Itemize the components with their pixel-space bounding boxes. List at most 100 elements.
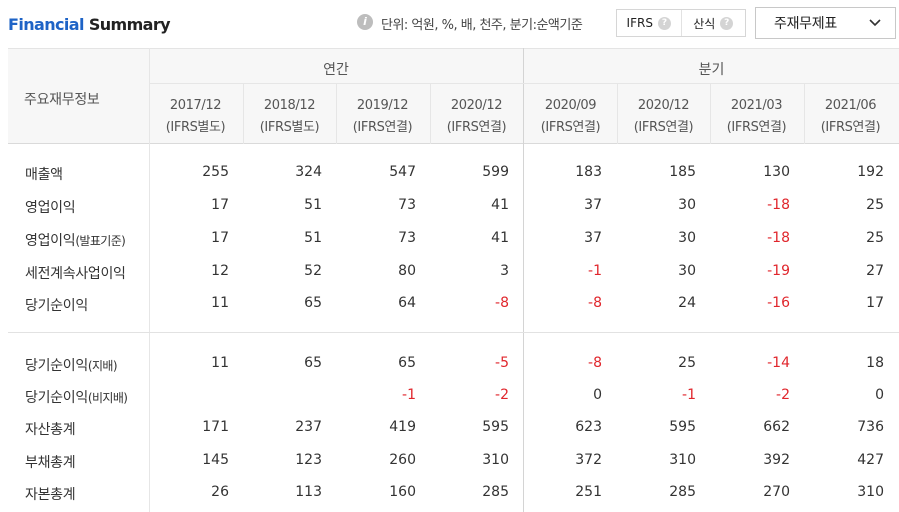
table-cell: 26	[211, 484, 229, 500]
table-cell: 392	[763, 452, 790, 468]
table-cell: 0	[875, 387, 884, 403]
table-cell: -14	[767, 355, 790, 371]
column-basis: (IFRS연결)	[820, 120, 881, 135]
table-cell: 310	[482, 452, 509, 468]
column-header: 2019/12 (IFRS연결)	[336, 95, 429, 139]
table-cell: 192	[857, 164, 884, 180]
table-cell: -1	[402, 387, 416, 403]
table-cell: 64	[398, 295, 416, 311]
table-cell: 25	[866, 197, 884, 213]
column-basis: (IFRS별도)	[259, 120, 320, 135]
table-cell: 73	[398, 230, 416, 246]
table-cell: 11	[211, 295, 229, 311]
table-cell: -5	[495, 355, 509, 371]
row-label: 당기순이익(지배)	[25, 355, 118, 375]
column-header: 2020/12 (IFRS연결)	[430, 95, 523, 139]
ifrs-help-icon[interactable]: ?	[657, 16, 671, 30]
table-cell: 51	[304, 197, 322, 213]
table-cell: 24	[678, 295, 696, 311]
topbar: Financial Summary i 단위: 억원, %, 배, 천주, 분기…	[0, 0, 899, 48]
statement-select[interactable]: 주재무제표	[755, 7, 896, 39]
table-cell: 0	[593, 387, 602, 403]
table-cell: -2	[776, 387, 790, 403]
formula-help-icon[interactable]: ?	[720, 16, 734, 30]
table-cell: 285	[482, 484, 509, 500]
column-header: 2021/06 (IFRS연결)	[804, 95, 897, 139]
row-label: 자본총계	[25, 484, 76, 504]
row-label-sub: (발표기준)	[75, 234, 126, 248]
column-basis: (IFRS연결)	[352, 120, 413, 135]
column-header: 2020/12 (IFRS연결)	[617, 95, 710, 139]
table-cell: 599	[482, 164, 509, 180]
table-cell: 17	[211, 197, 229, 213]
row-label-sub: (비지배)	[87, 391, 128, 405]
title-financial: Financial	[8, 15, 84, 34]
column-header: 2021/03 (IFRS연결)	[710, 95, 803, 139]
row-label-main: 영업이익	[25, 233, 76, 249]
standard-toggle: IFRS ? 산식 ?	[616, 9, 746, 37]
row-label-main: 당기순이익	[25, 298, 88, 314]
table-cell: 80	[398, 263, 416, 279]
column-period: 2021/03	[730, 98, 783, 113]
info-icon[interactable]: i	[357, 14, 373, 30]
column-basis: (IFRS별도)	[165, 120, 226, 135]
formula-label: 산식	[693, 16, 716, 31]
row-label: 매출액	[25, 164, 63, 184]
table-cell: 18	[866, 355, 884, 371]
unit-text: 단위: 억원, %, 배, 천주, 분기:순액기준	[381, 18, 583, 33]
table-cell: 251	[575, 484, 602, 500]
column-period: 2020/12	[637, 98, 690, 113]
table-cell: 324	[295, 164, 322, 180]
formula-option[interactable]: 산식 ?	[680, 10, 746, 36]
row-label-main: 영업이익	[25, 200, 76, 216]
table-cell: 662	[763, 419, 790, 435]
row-label-main: 당기순이익	[25, 390, 88, 406]
table-cell: 260	[389, 452, 416, 468]
table-cell: 41	[491, 230, 509, 246]
table-cell: -18	[767, 197, 790, 213]
row-label: 영업이익(발표기준)	[25, 230, 126, 250]
ifrs-option[interactable]: IFRS ?	[617, 10, 681, 36]
column-period: 2020/09	[544, 98, 597, 113]
table-cell: -19	[767, 263, 790, 279]
row-label-main: 당기순이익	[25, 358, 88, 374]
column-basis: (IFRS연결)	[726, 120, 787, 135]
table-cell: 25	[678, 355, 696, 371]
page-title: Financial Summary	[8, 15, 171, 34]
row-label: 자산총계	[25, 419, 76, 439]
column-period: 2020/12	[450, 98, 503, 113]
table-cell: -1	[682, 387, 696, 403]
table-cell: 73	[398, 197, 416, 213]
corner-label: 주요재무정보	[24, 92, 100, 108]
table-header	[8, 48, 899, 144]
table-cell: 310	[669, 452, 696, 468]
table-cell: 65	[304, 355, 322, 371]
row-label-main: 세전계속사업이익	[25, 266, 126, 282]
column-header: 2020/09 (IFRS연결)	[524, 95, 617, 139]
table-cell: 30	[678, 263, 696, 279]
row-label: 당기순이익	[25, 295, 88, 315]
table-cell: 30	[678, 230, 696, 246]
table-cell: 25	[866, 230, 884, 246]
table-cell: 52	[304, 263, 322, 279]
column-period: 2017/12	[169, 98, 222, 113]
row-label-sub: (지배)	[87, 359, 118, 373]
table-cell: 11	[211, 355, 229, 371]
table-cell: 427	[857, 452, 884, 468]
table-cell: 237	[295, 419, 322, 435]
table-cell: 595	[669, 419, 696, 435]
table-cell: -16	[767, 295, 790, 311]
table-cell: 41	[491, 197, 509, 213]
table-cell: 623	[575, 419, 602, 435]
table-cell: 183	[575, 164, 602, 180]
table-cell: 130	[763, 164, 790, 180]
row-label: 부채총계	[25, 452, 76, 472]
table-cell: 51	[304, 230, 322, 246]
table-cell: 736	[857, 419, 884, 435]
table-cell: 65	[304, 295, 322, 311]
ifrs-label: IFRS	[626, 16, 653, 30]
table-cell: 123	[295, 452, 322, 468]
table-cell: 65	[398, 355, 416, 371]
table-cell: 113	[295, 484, 322, 500]
table-cell: 17	[211, 230, 229, 246]
